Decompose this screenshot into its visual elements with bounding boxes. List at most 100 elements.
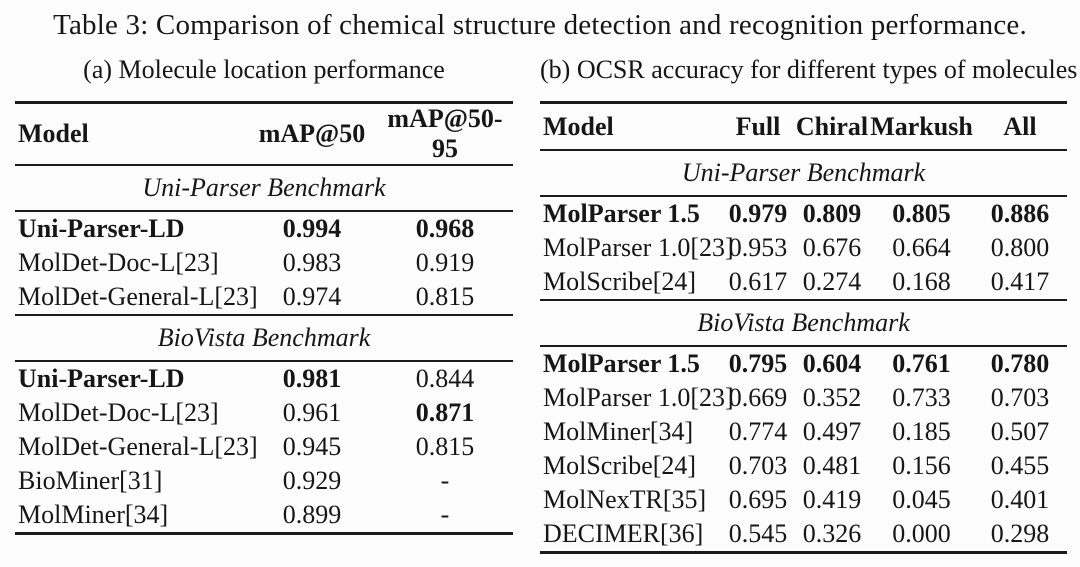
page-title: Table 3: Comparison of chemical structur… bbox=[53, 9, 1027, 41]
model-cell: MolDet-General-L[23] bbox=[18, 432, 258, 461]
value-cell: 0.844 bbox=[415, 364, 475, 393]
value-cell: 0.669 bbox=[728, 383, 788, 412]
value-cell: 0.733 bbox=[892, 383, 951, 412]
section-header-row: Uni-Parser Benchmark bbox=[540, 149, 1067, 197]
value-cell: 0.968 bbox=[415, 214, 475, 243]
value-cell: 0.953 bbox=[728, 233, 788, 262]
model-cell: MolScribe[24] bbox=[543, 451, 697, 480]
column-header-markush: Markush bbox=[870, 102, 973, 151]
value-cell: 0.695 bbox=[728, 485, 788, 514]
table-row: MolMiner[34] 0.774 0.497 0.185 0.507 bbox=[540, 415, 1067, 449]
section-header: BioVista Benchmark bbox=[540, 299, 1067, 347]
value-cell: 0.507 bbox=[990, 417, 1050, 446]
table-row: BioMiner[31] 0.929 - bbox=[15, 464, 513, 498]
value-cell: 0.983 bbox=[282, 248, 342, 277]
model-cell: MolParser 1.0[23] bbox=[543, 383, 734, 412]
value-cell: 0.761 bbox=[892, 349, 951, 378]
value-cell: 0.617 bbox=[728, 267, 788, 296]
value-cell: 0.156 bbox=[892, 451, 951, 480]
model-cell: Uni-Parser-LD bbox=[18, 364, 185, 393]
column-header-model: Model bbox=[540, 102, 722, 151]
table-row: MolDet-Doc-L[23] 0.961 0.871 bbox=[15, 396, 513, 430]
value-cell: 0.664 bbox=[892, 233, 951, 262]
value-cell: 0.045 bbox=[892, 485, 951, 514]
table-row: MolDet-Doc-L[23] 0.983 0.919 bbox=[15, 246, 513, 280]
value-cell: - bbox=[440, 500, 450, 529]
subtable-b-caption: (b) OCSR accuracy for different types of… bbox=[540, 55, 1078, 84]
model-cell: MolDet-General-L[23] bbox=[18, 282, 258, 311]
model-cell: MolMiner[34] bbox=[18, 500, 169, 529]
column-header-chiral: Chiral bbox=[794, 102, 870, 151]
location-table: Model mAP@50 mAP@50-95 Uni-Parser Benchm… bbox=[15, 101, 513, 535]
value-cell: 0.805 bbox=[892, 199, 951, 228]
section-header-row: BioVista Benchmark bbox=[540, 299, 1067, 347]
value-cell: 0.401 bbox=[990, 485, 1050, 514]
value-cell: 0.871 bbox=[415, 398, 475, 427]
value-cell: 0.815 bbox=[415, 432, 475, 461]
value-cell: 0.676 bbox=[802, 233, 862, 262]
table-row: MolScribe[24] 0.703 0.481 0.156 0.455 bbox=[540, 449, 1067, 483]
table-row: MolNexTR[35] 0.695 0.419 0.045 0.401 bbox=[540, 483, 1067, 517]
model-cell: DECIMER[36] bbox=[543, 519, 704, 548]
model-cell: BioMiner[31] bbox=[18, 466, 163, 495]
value-cell: 0.298 bbox=[990, 519, 1050, 548]
value-cell: 0.919 bbox=[415, 248, 475, 277]
value-cell: 0.703 bbox=[990, 383, 1050, 412]
section-header-row: Uni-Parser Benchmark bbox=[15, 164, 513, 212]
value-cell: 0.417 bbox=[990, 267, 1050, 296]
model-cell: MolDet-Doc-L[23] bbox=[18, 398, 219, 427]
table-row: MolParser 1.5 0.795 0.604 0.761 0.780 bbox=[540, 346, 1067, 381]
value-cell: 0.455 bbox=[990, 451, 1050, 480]
value-cell: 0.979 bbox=[728, 199, 788, 228]
table-row: MolDet-General-L[23] 0.945 0.815 bbox=[15, 430, 513, 464]
value-cell: 0.545 bbox=[728, 519, 788, 548]
model-cell: MolParser 1.5 bbox=[543, 199, 700, 228]
value-cell: 0.961 bbox=[282, 398, 342, 427]
column-header-map50-95: mAP@50-95 bbox=[377, 102, 513, 166]
ocsr-table: Model Full Chiral Markush All Uni-Parser… bbox=[540, 101, 1067, 554]
value-cell: 0.481 bbox=[802, 451, 862, 480]
table-row: MolDet-General-L[23] 0.974 0.815 bbox=[15, 280, 513, 315]
value-cell: 0.886 bbox=[990, 199, 1050, 228]
model-cell: Uni-Parser-LD bbox=[18, 214, 185, 243]
model-cell: MolDet-Doc-L[23] bbox=[18, 248, 219, 277]
column-header-full: Full bbox=[722, 102, 794, 151]
value-cell: 0.974 bbox=[282, 282, 342, 311]
location-header-row: Model mAP@50 mAP@50-95 bbox=[15, 102, 513, 166]
section-header-row: BioVista Benchmark bbox=[15, 314, 513, 362]
value-cell: 0.929 bbox=[282, 466, 342, 495]
column-header-model: Model bbox=[15, 102, 247, 166]
section-header: Uni-Parser Benchmark bbox=[15, 164, 513, 212]
model-cell: MolScribe[24] bbox=[543, 267, 697, 296]
value-cell: 0.981 bbox=[282, 364, 342, 393]
ocsr-header-row: Model Full Chiral Markush All bbox=[540, 102, 1067, 151]
value-cell: 0.703 bbox=[728, 451, 788, 480]
table-row: Uni-Parser-LD 0.994 0.968 bbox=[15, 211, 513, 246]
value-cell: 0.168 bbox=[892, 267, 951, 296]
value-cell: 0.800 bbox=[990, 233, 1050, 262]
table-row: Uni-Parser-LD 0.981 0.844 bbox=[15, 361, 513, 396]
value-cell: 0.326 bbox=[802, 519, 862, 548]
value-cell: 0.352 bbox=[802, 383, 862, 412]
table-row: MolParser 1.0[23] 0.669 0.352 0.733 0.70… bbox=[540, 381, 1067, 415]
model-cell: MolNexTR[35] bbox=[543, 485, 707, 514]
model-cell: MolParser 1.5 bbox=[543, 349, 700, 378]
table-row: MolMiner[34] 0.899 - bbox=[15, 498, 513, 534]
subtable-a-caption: (a) Molecule location performance bbox=[83, 55, 445, 84]
value-cell: 0.774 bbox=[728, 417, 788, 446]
table-row: MolParser 1.5 0.979 0.809 0.805 0.886 bbox=[540, 196, 1067, 231]
table-row: MolParser 1.0[23] 0.953 0.676 0.664 0.80… bbox=[540, 231, 1067, 265]
value-cell: 0.000 bbox=[892, 519, 951, 548]
table-row: DECIMER[36] 0.545 0.326 0.000 0.298 bbox=[540, 517, 1067, 553]
value-cell: - bbox=[440, 466, 450, 495]
subtable-a: (a) Molecule location performance Model … bbox=[15, 55, 513, 535]
value-cell: 0.994 bbox=[282, 214, 342, 243]
value-cell: 0.795 bbox=[728, 349, 788, 378]
value-cell: 0.604 bbox=[802, 349, 862, 378]
value-cell: 0.497 bbox=[802, 417, 862, 446]
section-header: Uni-Parser Benchmark bbox=[540, 149, 1067, 197]
model-cell: MolMiner[34] bbox=[543, 417, 694, 446]
value-cell: 0.419 bbox=[802, 485, 862, 514]
value-cell: 0.274 bbox=[802, 267, 862, 296]
column-header-all: All bbox=[973, 102, 1067, 151]
